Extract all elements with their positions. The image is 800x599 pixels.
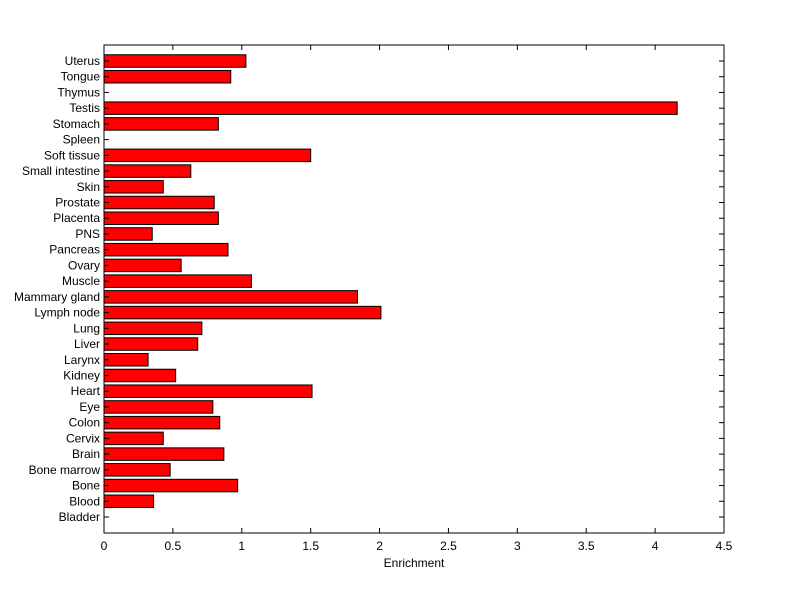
category-label-liver: Liver	[74, 337, 100, 351]
bar-ovary	[103, 258, 182, 273]
category-label-soft-tissue: Soft tissue	[44, 148, 100, 162]
x-tick-label: 2	[376, 539, 383, 553]
x-axis-label: Enrichment	[384, 556, 445, 570]
x-tick-label: 2.5	[440, 539, 457, 553]
x-tick-label: 0	[101, 539, 108, 553]
category-label-mammary-gland: Mammary gland	[14, 290, 100, 304]
category-label-brain: Brain	[72, 447, 100, 461]
bar-muscle	[103, 274, 252, 288]
bar-eye	[103, 400, 214, 414]
category-label-bladder: Bladder	[59, 510, 100, 524]
axes-frame	[103, 44, 725, 534]
category-label-lymph-node: Lymph node	[34, 306, 100, 320]
category-label-skin: Skin	[77, 180, 100, 194]
category-label-cervix: Cervix	[66, 431, 100, 445]
bar-lung	[103, 321, 203, 336]
bar-stomach	[103, 117, 219, 131]
x-tick-label: 4.5	[716, 539, 733, 553]
category-label-pancreas: Pancreas	[49, 243, 100, 257]
bar-colon	[103, 415, 221, 430]
bar-uterus	[103, 54, 247, 68]
category-label-larynx: Larynx	[64, 353, 100, 367]
category-label-thymus: Thymus	[57, 85, 100, 99]
category-label-muscle: Muscle	[62, 274, 100, 288]
bar-pancreas	[103, 242, 229, 257]
category-label-testis: Testis	[69, 101, 100, 115]
bar-blood	[103, 494, 155, 509]
bar-skin	[103, 180, 164, 194]
bar-cervix	[103, 431, 164, 446]
category-label-bone: Bone	[72, 479, 100, 493]
x-tick-labels: 0 0.5 1 1.5 2 2.5 3 3.5 4 4.5	[101, 539, 733, 553]
bar-tongue	[103, 69, 232, 84]
bar-placenta	[103, 211, 219, 225]
category-label-blood: Blood	[69, 494, 100, 508]
bar-larynx	[103, 353, 149, 367]
category-label-heart: Heart	[71, 384, 101, 398]
bar-bone-marrow	[103, 463, 171, 477]
category-label-placenta: Placenta	[53, 211, 100, 225]
category-label-ovary: Ovary	[68, 258, 100, 272]
bar-mammary-gland	[103, 290, 359, 304]
bar-kidney	[103, 368, 177, 383]
category-label-colon: Colon	[69, 416, 100, 430]
x-tick-label: 1	[238, 539, 245, 553]
category-label-tongue: Tongue	[61, 70, 101, 84]
category-label-uterus: Uterus	[65, 54, 100, 68]
bar-testis	[103, 101, 678, 115]
x-tick-label: 0.5	[165, 539, 182, 553]
category-label-prostate: Prostate	[55, 196, 100, 210]
bar-lymph-node	[103, 305, 382, 320]
category-label-eye: Eye	[79, 400, 100, 414]
bar-liver	[103, 337, 199, 351]
bar-bone	[103, 478, 239, 493]
bar-heart	[103, 384, 313, 398]
bar-small-intestine	[103, 164, 192, 178]
category-label-pns: PNS	[75, 227, 100, 241]
ticks-layer	[103, 45, 725, 533]
category-label-spleen: Spleen	[63, 133, 100, 147]
bar-pns	[103, 227, 153, 241]
bar-brain	[103, 447, 225, 461]
x-tick-label: 4	[652, 539, 659, 553]
category-label-small-intestine: Small intestine	[22, 164, 100, 178]
bars-layer	[103, 54, 678, 509]
category-label-bone-marrow: Bone marrow	[29, 463, 101, 477]
category-label-lung: Lung	[73, 321, 100, 335]
bar-soft-tissue	[103, 148, 312, 163]
category-label-stomach: Stomach	[53, 117, 100, 131]
category-label-kidney: Kidney	[63, 368, 100, 382]
x-tick-label: 1.5	[302, 539, 319, 553]
x-tick-label: 3.5	[578, 539, 595, 553]
x-tick-label: 3	[514, 539, 521, 553]
bar-prostate	[103, 195, 215, 210]
